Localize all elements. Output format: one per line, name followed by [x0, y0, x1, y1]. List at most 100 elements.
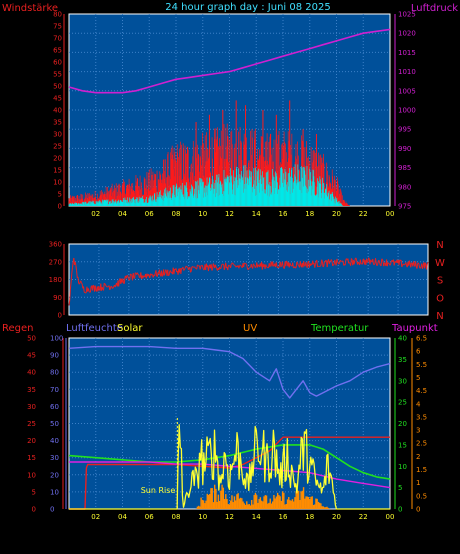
- direction-segment: [155, 270, 158, 277]
- weather-x-tick-label: 06: [145, 513, 154, 521]
- direction-segment: [350, 258, 352, 266]
- direction-segment: [105, 284, 107, 287]
- direction-segment: [87, 288, 90, 292]
- temperature-tick-label: 5: [398, 484, 402, 492]
- direction-segment: [239, 264, 242, 266]
- direction-segment: [215, 266, 218, 269]
- rain-tick-label: 10: [27, 471, 36, 479]
- direction-segment: [275, 262, 278, 266]
- wind-tick-label: 25: [53, 143, 62, 151]
- temperature-tick-label: 35: [398, 356, 407, 364]
- direction-segment: [127, 275, 129, 279]
- direction-segment: [248, 267, 250, 270]
- direction-segment: [357, 261, 360, 264]
- direction-segment: [104, 283, 107, 286]
- direction-segment: [165, 269, 167, 272]
- solar-axis-title: Solar: [117, 323, 143, 334]
- direction-segment: [366, 261, 369, 263]
- direction-segment: [289, 262, 292, 266]
- direction-segment: [337, 261, 339, 264]
- direction-segment: [194, 266, 196, 269]
- wind-x-tick-label: 02: [91, 210, 100, 218]
- wind-x-tick-label: 00: [386, 210, 395, 218]
- direction-segment: [377, 260, 379, 265]
- direction-segment: [321, 259, 323, 262]
- rain-tick-label: 35: [27, 386, 36, 394]
- direction-segment: [190, 271, 192, 273]
- direction-segment: [417, 262, 420, 265]
- direction-segment: [248, 267, 251, 269]
- direction-segment: [252, 263, 255, 266]
- direction-segment: [103, 283, 105, 291]
- wind-x-tick-label: 18: [305, 210, 314, 218]
- rain-tick-label: 50: [27, 335, 36, 343]
- pressure-tick-label: 990: [398, 145, 411, 153]
- direction-segment: [381, 258, 383, 260]
- humidity-tick-label: 80: [50, 369, 59, 377]
- direction-segment: [339, 259, 342, 262]
- direction-segment: [326, 260, 329, 268]
- direction-segment: [167, 269, 169, 276]
- direction-segment: [83, 291, 86, 294]
- direction-segment: [220, 264, 223, 269]
- direction-segment: [98, 286, 100, 289]
- direction-segment: [426, 262, 429, 265]
- direction-segment: [127, 278, 130, 281]
- direction-segment: [221, 263, 223, 266]
- humidity-tick-label: 90: [50, 352, 59, 360]
- direction-segment: [130, 274, 133, 276]
- direction-segment: [112, 286, 115, 289]
- direction-segment: [92, 284, 95, 287]
- compass-label: W: [435, 258, 445, 269]
- direction-segment: [154, 272, 156, 276]
- direction-segment: [314, 260, 317, 265]
- direction-segment: [366, 258, 368, 263]
- wind-tick-label: 30: [53, 131, 62, 139]
- wind-x-tick-label: 16: [279, 210, 288, 218]
- direction-segment: [246, 266, 249, 270]
- humidity-tick-label: 30: [50, 454, 59, 462]
- direction-segment: [379, 263, 381, 266]
- wind-tick-label: 35: [53, 119, 62, 127]
- direction-segment: [373, 263, 376, 265]
- compass-label: N: [436, 240, 443, 251]
- direction-segment: [359, 259, 362, 265]
- direction-tick-label: 90: [53, 294, 62, 302]
- humidity-tick-label: 60: [50, 403, 59, 411]
- direction-segment: [214, 264, 217, 268]
- direction-segment: [404, 263, 406, 266]
- direction-segment: [316, 260, 319, 268]
- direction-segment: [232, 262, 234, 265]
- humidity-line: [68, 345, 391, 399]
- direction-segment: [77, 276, 80, 284]
- direction-segment: [347, 258, 350, 264]
- chart-title: 24 hour graph day : Juni 08 2025: [165, 2, 331, 13]
- direction-segment: [69, 282, 72, 290]
- wind-x-tick-label: 12: [225, 210, 234, 218]
- uv-tick-label: 1.5: [416, 466, 427, 474]
- direction-segment: [243, 262, 246, 264]
- pressure-tick-label: 975: [398, 203, 411, 211]
- direction-segment: [334, 259, 336, 264]
- weather-x-tick-label: 12: [225, 513, 234, 521]
- direction-segment: [80, 280, 82, 284]
- direction-series: [68, 257, 429, 306]
- direction-segment: [184, 266, 187, 269]
- direction-segment: [426, 263, 428, 270]
- direction-segment: [380, 258, 383, 267]
- wind-tick-label: 75: [53, 23, 62, 31]
- direction-segment: [238, 265, 241, 269]
- direction-segment: [266, 266, 268, 268]
- direction-segment: [71, 261, 74, 268]
- direction-segment: [183, 269, 185, 271]
- direction-segment: [419, 266, 422, 269]
- wind-x-tick-label: 10: [198, 210, 207, 218]
- direction-segment: [196, 264, 198, 270]
- direction-segment: [372, 258, 374, 265]
- wind-tick-label: 5: [58, 191, 62, 199]
- direction-segment: [130, 273, 132, 275]
- direction-segment: [129, 273, 131, 281]
- direction-segment: [322, 265, 325, 268]
- direction-segment: [389, 263, 392, 266]
